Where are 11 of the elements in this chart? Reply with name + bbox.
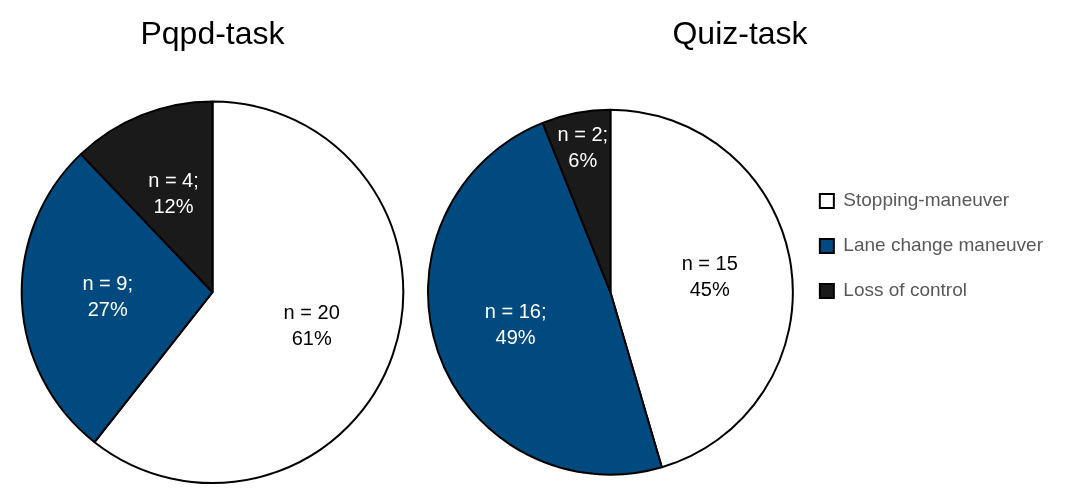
- data-label: n = 15 45%: [681, 252, 738, 301]
- data-label: n = 20 61%: [283, 301, 340, 350]
- chart-title: Quiz-task: [672, 15, 809, 52]
- data-label: n = 16; 49%: [484, 299, 547, 348]
- data-label: n = 4; 12%: [148, 169, 199, 218]
- legend-label: Lane change maneuver: [843, 234, 1044, 256]
- data-label: n = 9; 27%: [82, 271, 133, 320]
- chart-title: Pqpd-task: [140, 15, 286, 52]
- data-label: n = 2; 6%: [557, 123, 609, 172]
- legend-label: Loss of control: [843, 279, 967, 301]
- legend-label: Stopping-maneuver: [843, 189, 1010, 211]
